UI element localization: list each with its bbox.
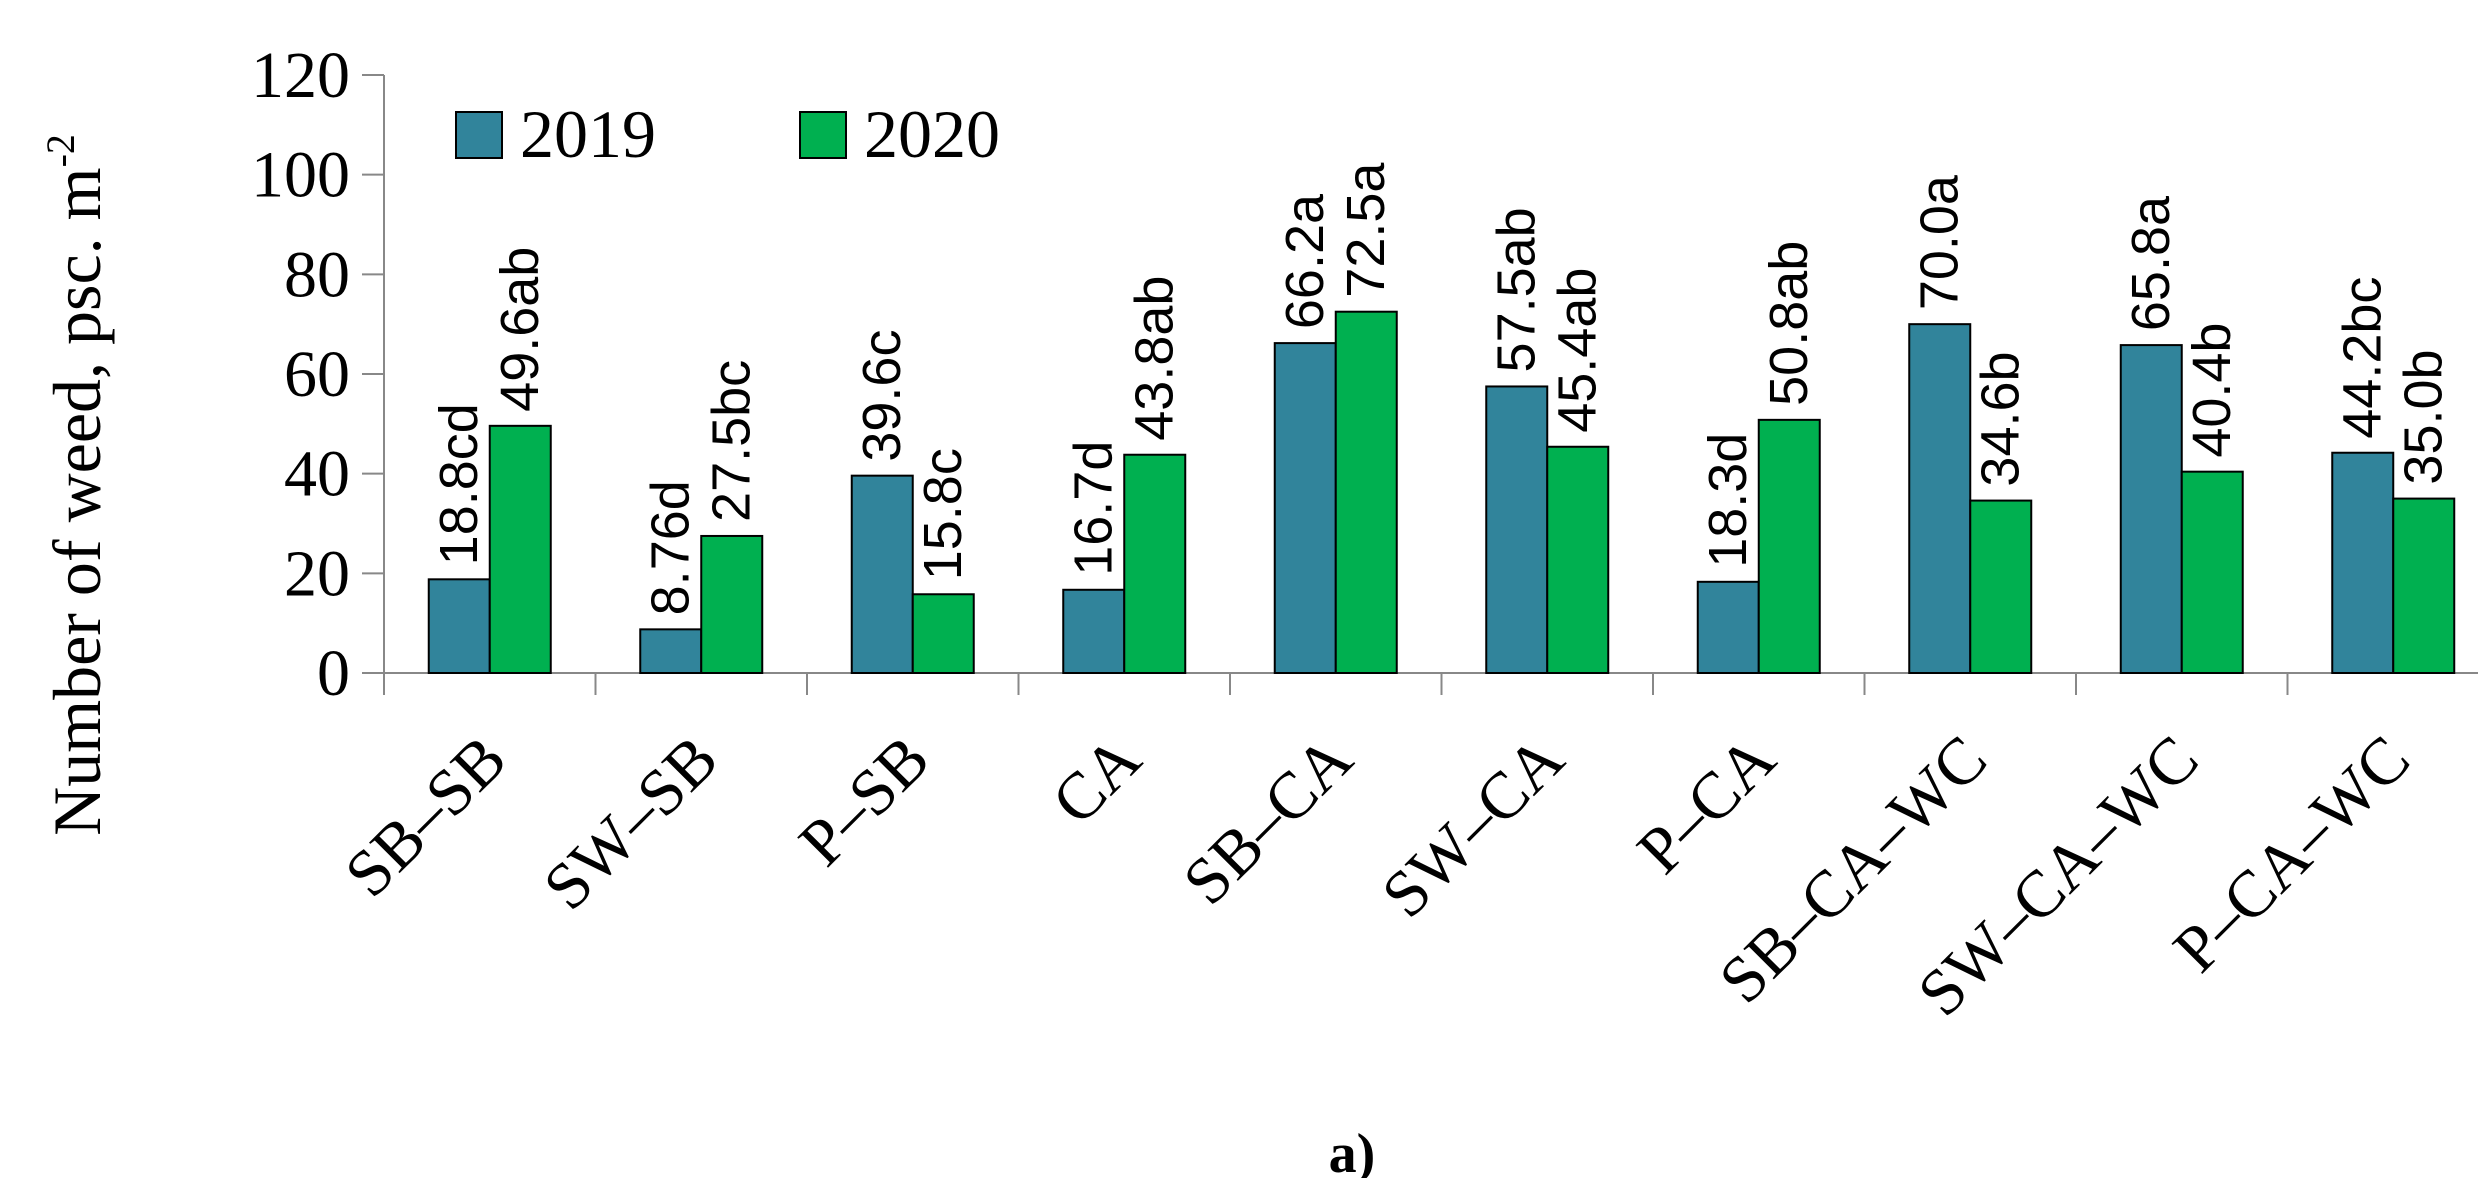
y-tick-label: 40 — [284, 438, 350, 511]
bar-data-label: 43.8ab — [1125, 276, 1185, 441]
bar-data-label: 45.4ab — [1548, 268, 1608, 433]
bar-2020 — [488, 424, 552, 674]
bar-2020 — [1334, 310, 1398, 674]
bar-2019 — [1696, 580, 1760, 674]
x-tick-label: SB–CA — [1169, 722, 1366, 919]
bar-2019 — [639, 628, 703, 675]
bar-data-label: 18.3d — [1698, 433, 1758, 568]
x-tick-labels: SB–SB SW–SB P–SB CA SB–CA SW–CA P–CASB–CA–WCSW… — [331, 722, 2424, 1031]
legend-label: 2019 — [520, 96, 656, 172]
y-tick-label: 100 — [251, 139, 350, 212]
x-tick-label: SW–CA — [1368, 722, 1578, 932]
y-tick-label: 0 — [317, 637, 350, 710]
y-tick-label: 20 — [284, 537, 350, 610]
bar-2019 — [1908, 323, 1972, 674]
bar-2019 — [427, 578, 491, 675]
legend-swatch-2019 — [455, 111, 503, 159]
y-axis-label: Number of weed, psc. m-2 — [38, 134, 115, 836]
bar-2020 — [1757, 418, 1821, 675]
legend-label: 2020 — [864, 96, 1000, 172]
bar-data-label: 18.8cd — [429, 403, 489, 565]
bar-data-label: 40.4b — [2182, 323, 2242, 458]
axes: 0 20 40 60 80 100 120 — [251, 39, 2478, 710]
bar-2020 — [911, 593, 975, 674]
bar-data-label: 49.6ab — [490, 247, 550, 412]
bar-2019 — [2119, 344, 2183, 674]
bar-data-label: 50.8ab — [1759, 241, 1819, 406]
bar-2020 — [2180, 470, 2244, 674]
figure-caption: a) — [1329, 1123, 1376, 1178]
x-tick-label: P–CA — [1624, 722, 1790, 888]
bar-2020 — [1969, 499, 2033, 674]
y-tick-label: 60 — [284, 338, 350, 411]
bar-data-label: 35.0b — [2394, 349, 2454, 484]
x-tick-label: SW–SB — [530, 722, 732, 924]
x-tick-label: SB–SB — [331, 722, 520, 911]
x-tick-label: CA — [1038, 722, 1155, 839]
y-tick-label: 120 — [251, 39, 350, 112]
bar-data-label: 72.5a — [1336, 162, 1396, 298]
bar-data-label: 27.5bc — [702, 360, 762, 522]
bar-data-label: 66.2a — [1275, 193, 1335, 329]
legend-swatch-2020 — [799, 111, 847, 159]
bar-2019 — [2331, 451, 2395, 674]
bar-data-label: 16.7d — [1064, 441, 1124, 576]
bar-data-label: 8.76d — [641, 480, 701, 615]
bar-data-label: 65.8a — [2121, 195, 2181, 331]
bar-2019 — [1062, 588, 1126, 674]
y-tick-label: 80 — [284, 238, 350, 311]
bars — [427, 310, 2456, 675]
bar-2019 — [850, 474, 914, 674]
bar-data-label: 15.8c — [913, 448, 973, 580]
bar-2020 — [700, 534, 764, 674]
bar-2020 — [2392, 497, 2456, 675]
bar-data-label: 44.2bc — [2333, 277, 2393, 439]
x-tick-label: P–SB — [785, 722, 943, 880]
bar-data-label: 57.5ab — [1487, 207, 1547, 372]
bar-data-label: 39.6c — [852, 330, 912, 462]
bar-2019 — [1485, 385, 1549, 674]
bar-data-label: 34.6b — [1971, 351, 2031, 486]
legend: 2019 2020 — [455, 96, 1000, 172]
bar-2020 — [1123, 453, 1187, 675]
bar-data-label: 70.0a — [1910, 174, 1970, 310]
bar-2020 — [1546, 445, 1610, 674]
bar-2019 — [1273, 342, 1337, 674]
